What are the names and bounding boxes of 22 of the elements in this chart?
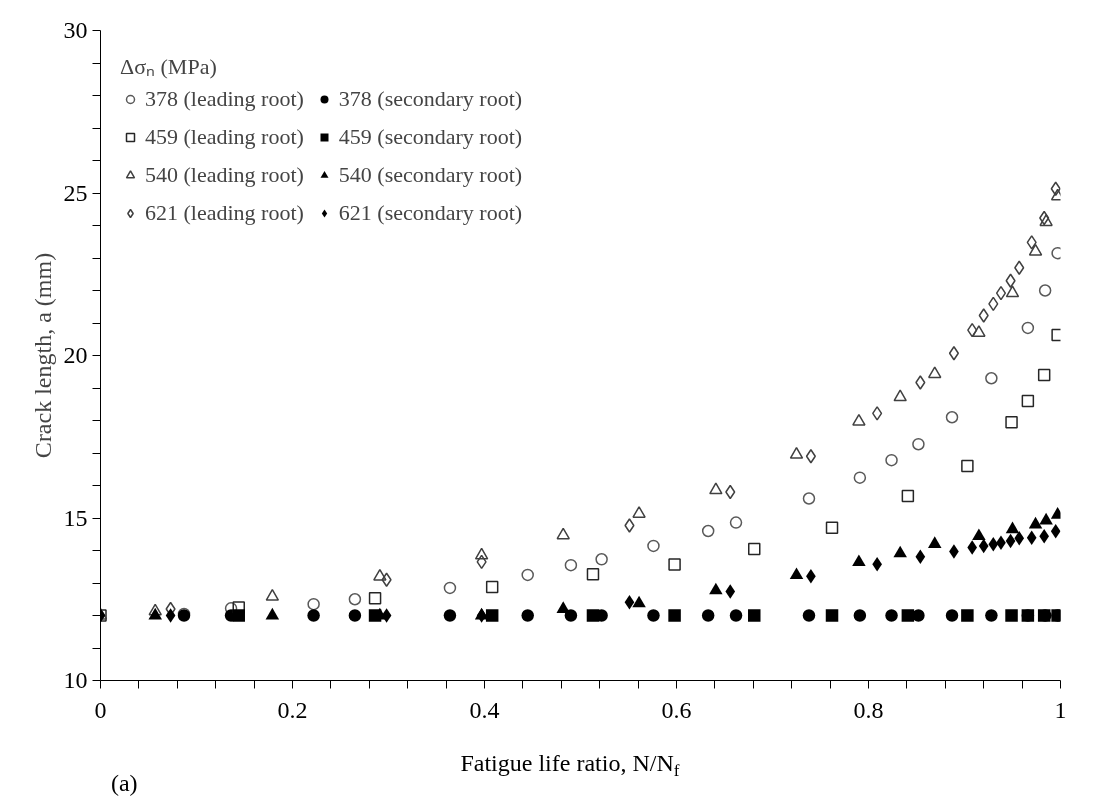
- legend-label: 621 (secondary root): [338, 199, 523, 227]
- x-tick-label: 0: [94, 696, 107, 723]
- legend-label: 621 (leading root): [145, 199, 304, 227]
- legend-label: 459 (secondary root): [338, 123, 523, 151]
- x-tick-label: 0.6: [661, 696, 692, 723]
- y-axis-title: Crack length, a (mm): [29, 252, 56, 459]
- y-tick-label: 20: [63, 342, 88, 368]
- legend-label: 540 (secondary root): [338, 161, 523, 189]
- x-tick-label: 0.2: [277, 696, 308, 723]
- y-tick-label: 15: [63, 504, 88, 531]
- text: (a): [110, 769, 138, 796]
- x-tick-label: 0.8: [853, 696, 884, 723]
- legend-label: 378 (leading root): [145, 85, 304, 113]
- y-tick-label: 30: [63, 17, 88, 43]
- legend-title: Δσₙ (MPa): [120, 53, 218, 80]
- legend-label: 459 (leading root): [145, 123, 304, 151]
- legend-label: 540 (leading root): [145, 161, 304, 189]
- x-tick-label: 0.4: [469, 696, 500, 723]
- y-tick-label: 10: [63, 667, 88, 693]
- x-tick-label: 1: [1054, 696, 1067, 723]
- legend-label: 378 (secondary root): [338, 85, 523, 113]
- y-tick-label: 25: [63, 179, 88, 206]
